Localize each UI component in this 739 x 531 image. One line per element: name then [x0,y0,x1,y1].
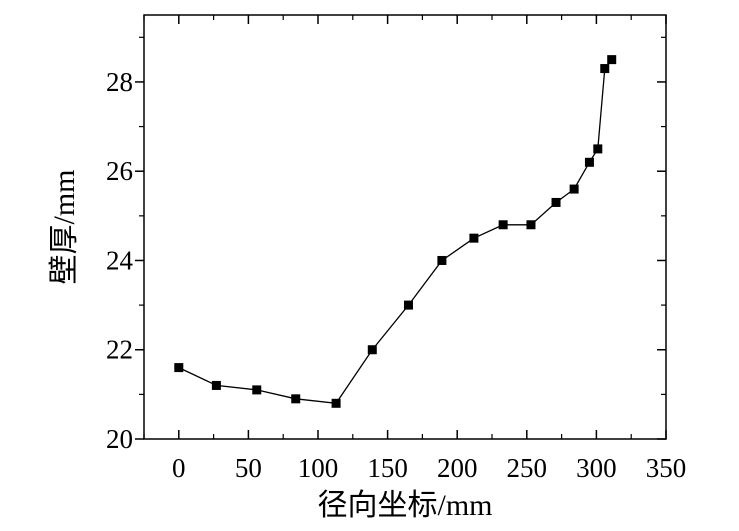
y-tick-label: 22 [106,335,133,365]
data-point [174,363,184,373]
data-point [498,220,508,230]
series-line [178,59,613,404]
y-tick-labels: 20 22 24 26 28 [106,67,134,454]
data-point [600,64,610,74]
x-tick-labels: 0 50 100 150 200 250 300 350 [172,453,686,483]
y-tick-label: 26 [106,156,133,186]
data-point [367,345,377,355]
data-point [437,255,447,265]
series-line-group [178,59,613,404]
data-point [291,394,301,404]
x-tick-label: 100 [298,453,339,483]
data-point [551,197,561,207]
data-point [526,220,536,230]
y-tick-label: 28 [106,67,133,97]
x-axis-title: 径向坐标/mm [317,489,492,522]
y-tick-label: 24 [106,245,134,275]
series-points-group [174,55,617,408]
data-point [403,300,413,310]
x-tick-label: 250 [507,453,548,483]
data-point [211,380,221,390]
major-ticks [135,15,667,440]
data-point [584,157,594,167]
x-tick-label: 300 [576,453,617,483]
plot-frame [143,14,667,440]
data-point [331,398,341,408]
x-tick-label: 50 [235,453,262,483]
data-point [252,385,262,395]
data-point [607,55,617,65]
y-tick-label: 20 [106,424,133,454]
x-tick-label: 200 [437,453,478,483]
y-axis-title: 壁厚/mm [48,169,81,284]
data-point [469,233,479,243]
x-tick-label: 0 [172,453,186,483]
data-point [593,144,603,154]
data-point [569,184,579,194]
x-tick-label: 350 [646,453,687,483]
x-tick-label: 150 [367,453,408,483]
minor-ticks [139,15,666,439]
